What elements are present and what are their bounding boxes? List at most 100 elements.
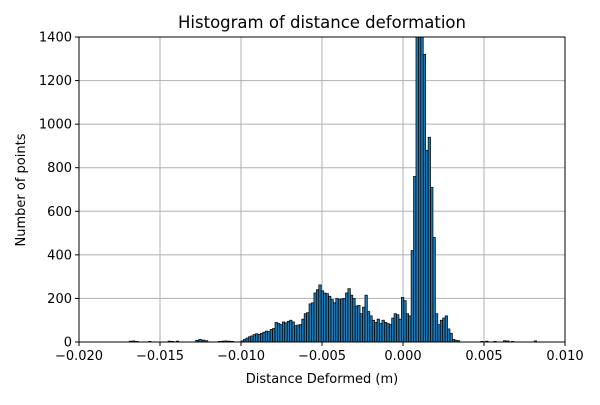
histogram-bar [420, 36, 424, 343]
histogram-bar [245, 337, 249, 343]
histogram-bar [267, 331, 271, 343]
x-tick-label: −0.020 [55, 349, 103, 364]
histogram-bar [367, 311, 371, 343]
histogram-bar [354, 305, 358, 343]
histogram-bar [374, 322, 378, 343]
histogram-bar [264, 330, 269, 343]
histogram-bar [328, 295, 332, 343]
chart-title: Histogram of distance deformation [178, 13, 466, 32]
y-tick-label: 400 [47, 248, 72, 263]
histogram-bar [255, 333, 259, 343]
histogram-bar [269, 329, 273, 343]
histogram-bar [294, 325, 298, 343]
histogram-bar [325, 293, 329, 343]
y-tick-label: 200 [47, 292, 72, 307]
y-tick-label: 600 [47, 205, 72, 220]
histogram-bar [435, 313, 439, 343]
histogram-bar [277, 323, 281, 343]
histogram-bar [342, 298, 346, 343]
histogram-bar [335, 298, 339, 343]
y-axis-label: Number of points [14, 133, 29, 246]
histogram-bar [413, 176, 417, 343]
histogram-bar [369, 315, 373, 343]
histogram-bar [289, 319, 293, 343]
histogram-bar [386, 323, 390, 343]
histogram-bar [442, 317, 446, 343]
histogram-bar [262, 331, 266, 343]
grid-layer [78, 36, 566, 343]
histogram-bar [422, 54, 427, 343]
histogram-bar [281, 321, 286, 343]
y-tick-label: 0 [64, 336, 72, 351]
histogram-bar [415, 36, 419, 343]
histogram-bar [432, 237, 436, 343]
y-tick-label: 800 [47, 161, 72, 176]
histogram-bar [308, 303, 312, 343]
x-tick-label: 0.000 [384, 349, 421, 364]
histogram-bar [384, 322, 388, 343]
histogram-bar [405, 313, 410, 343]
histogram-bar [284, 322, 288, 343]
x-tick-label: 0.010 [546, 349, 583, 364]
bars-layer [128, 36, 537, 343]
x-tick-label: −0.005 [298, 349, 346, 364]
histogram-bar [250, 335, 254, 343]
histogram-bar [298, 324, 303, 343]
histogram-bar [362, 306, 366, 343]
histogram-bar [311, 302, 315, 343]
histogram-bar [403, 300, 407, 343]
histogram-bar [345, 292, 349, 343]
histogram-bar [260, 332, 264, 343]
histogram-bar [425, 149, 429, 343]
histogram-bar [347, 288, 351, 343]
histogram-bar [291, 321, 295, 343]
histogram-bar [257, 334, 261, 343]
y-tick-label: 1400 [39, 31, 72, 46]
histogram-bar [430, 186, 434, 343]
x-tick-label: 0.005 [465, 349, 502, 364]
histogram-bar [381, 319, 385, 343]
histogram-bar [313, 292, 317, 343]
histogram-bar [379, 323, 383, 343]
y-axis-ticks: 0 200 400 600 800 1000 1200 1400 [39, 31, 79, 351]
histogram-bar [447, 328, 451, 343]
histogram-bar [359, 313, 363, 343]
histogram-bar [320, 290, 324, 343]
histogram-bar [396, 314, 400, 343]
histogram-bar [437, 324, 441, 343]
histogram-bar [303, 313, 307, 343]
histogram-bar [371, 319, 376, 343]
y-tick-label: 1200 [39, 74, 72, 89]
histogram-bar [398, 318, 402, 343]
histogram-bar [427, 136, 431, 343]
x-tick-label: −0.015 [136, 349, 184, 364]
histogram-bar [357, 305, 361, 343]
histogram-bar [286, 320, 290, 343]
histogram-bar [340, 298, 344, 343]
histogram-bar [274, 322, 278, 343]
histogram-bar [323, 292, 327, 343]
histogram-bar [444, 315, 448, 343]
histogram-bar [418, 36, 422, 343]
histogram-bar [318, 284, 322, 343]
histogram-bar [279, 324, 283, 343]
histogram-bar [388, 324, 393, 343]
histogram-bar [330, 299, 334, 343]
histogram-bar [449, 332, 453, 343]
x-axis-label: Distance Deformed (m) [246, 372, 398, 387]
y-tick-label: 1000 [39, 118, 72, 133]
histogram-bar [337, 299, 341, 343]
histogram-bar [393, 313, 397, 343]
histogram-bar [296, 324, 300, 343]
histogram-bar [306, 312, 310, 343]
x-tick-label: −0.010 [217, 349, 265, 364]
histogram-bar [272, 328, 276, 343]
histogram-bar [408, 315, 412, 343]
histogram-bar [301, 318, 305, 343]
histogram-bar [439, 319, 444, 343]
histogram-bar [376, 318, 380, 343]
histogram-bar [252, 334, 256, 343]
histogram-bar [352, 298, 356, 343]
